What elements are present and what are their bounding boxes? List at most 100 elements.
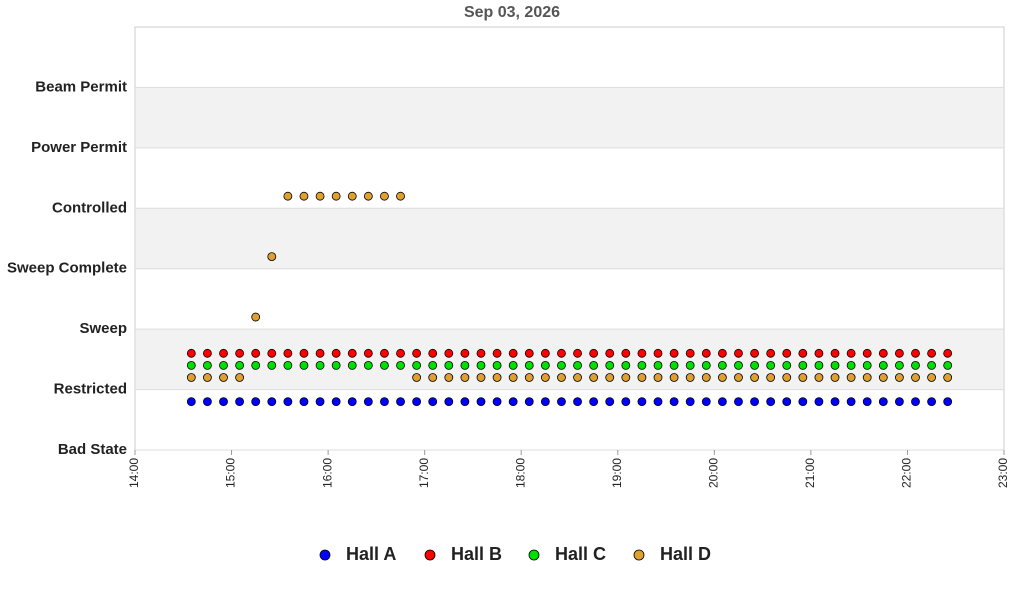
point [186, 397, 196, 407]
point [557, 373, 566, 382]
point [380, 191, 389, 201]
point [782, 397, 792, 407]
point [476, 373, 486, 382]
point [476, 348, 486, 358]
point [235, 373, 245, 382]
y-tick-label: Sweep Complete [7, 260, 127, 277]
point [573, 397, 582, 407]
point [734, 348, 743, 358]
point [283, 397, 293, 407]
band [136, 329, 1003, 390]
point [557, 360, 566, 370]
legend-label: Hall B [451, 544, 502, 564]
y-tick-label: Controlled [52, 199, 127, 216]
point [782, 348, 792, 358]
point [476, 360, 486, 370]
point [283, 191, 293, 201]
point [524, 373, 534, 382]
point [363, 360, 373, 370]
point [782, 360, 792, 370]
point [669, 360, 679, 370]
point [814, 373, 824, 382]
point [219, 348, 228, 358]
point [428, 360, 438, 370]
legend-label: Hall D [660, 544, 711, 564]
point [347, 360, 357, 370]
point [621, 397, 631, 407]
point [750, 373, 759, 382]
point [283, 360, 293, 370]
point [653, 397, 663, 407]
point [299, 360, 309, 370]
point [621, 373, 631, 382]
point [524, 348, 534, 358]
point [331, 397, 341, 407]
point [363, 397, 373, 407]
point [911, 348, 920, 358]
point [878, 397, 888, 407]
point [203, 348, 212, 358]
point [508, 360, 518, 370]
point [830, 397, 840, 407]
point [878, 373, 888, 382]
y-tick-label: Power Permit [31, 139, 127, 156]
point [830, 360, 840, 370]
point [589, 348, 599, 358]
point [911, 397, 920, 407]
point [267, 348, 277, 358]
point [251, 397, 261, 407]
point [267, 397, 277, 407]
point [267, 360, 277, 370]
point [363, 348, 373, 358]
point [846, 397, 856, 407]
point [524, 360, 534, 370]
point [524, 397, 534, 407]
point [396, 191, 405, 201]
point [299, 348, 309, 358]
point [540, 360, 550, 370]
legend-marker [528, 549, 540, 561]
point [911, 360, 920, 370]
point [331, 348, 341, 358]
point [476, 397, 486, 407]
point [540, 348, 550, 358]
point [444, 397, 454, 407]
point [637, 373, 647, 382]
x-tick-label: 14:00 [127, 458, 141, 488]
point [717, 373, 727, 382]
point [943, 360, 953, 370]
point [315, 360, 325, 370]
point [540, 397, 550, 407]
point [943, 373, 953, 382]
point [235, 397, 245, 407]
point [460, 348, 470, 358]
legend-label: Hall A [346, 544, 396, 564]
point [862, 397, 872, 407]
point [927, 360, 936, 370]
band [136, 208, 1003, 269]
point [782, 373, 792, 382]
point [605, 348, 615, 358]
point [508, 397, 518, 407]
point [669, 373, 679, 382]
band [136, 87, 1003, 148]
point [669, 348, 679, 358]
point [203, 360, 212, 370]
x-tick-label: 20:00 [707, 458, 721, 488]
point [637, 348, 647, 358]
x-tick-label: 17:00 [417, 458, 431, 488]
point [894, 348, 904, 358]
point [621, 348, 631, 358]
point [315, 397, 325, 407]
y-tick-label: Restricted [54, 381, 127, 398]
point [878, 348, 888, 358]
point [444, 373, 454, 382]
legend-label: Hall C [555, 544, 606, 564]
point [701, 360, 711, 370]
point [428, 348, 438, 358]
point [412, 373, 422, 382]
point [219, 397, 228, 407]
point [492, 348, 502, 358]
point [878, 360, 888, 370]
point [492, 397, 502, 407]
